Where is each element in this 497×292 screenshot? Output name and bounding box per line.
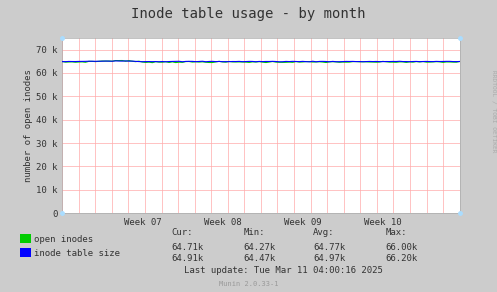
Text: 64.77k: 64.77k: [313, 243, 345, 252]
Text: Min:: Min:: [244, 228, 265, 237]
Text: Max:: Max:: [385, 228, 407, 237]
Text: 64.27k: 64.27k: [244, 243, 276, 252]
Text: 64.91k: 64.91k: [171, 254, 204, 263]
Text: Avg:: Avg:: [313, 228, 334, 237]
Text: Last update: Tue Mar 11 04:00:16 2025: Last update: Tue Mar 11 04:00:16 2025: [184, 266, 383, 275]
Y-axis label: number of open inodes: number of open inodes: [24, 69, 33, 182]
Text: 66.20k: 66.20k: [385, 254, 417, 263]
Text: Cur:: Cur:: [171, 228, 193, 237]
Text: 64.97k: 64.97k: [313, 254, 345, 263]
Text: RRDTOOL / TOBI OETIKER: RRDTOOL / TOBI OETIKER: [491, 70, 496, 152]
Text: inode table size: inode table size: [34, 249, 120, 258]
Text: open inodes: open inodes: [34, 235, 93, 244]
Text: 66.00k: 66.00k: [385, 243, 417, 252]
Text: 64.71k: 64.71k: [171, 243, 204, 252]
Text: Munin 2.0.33-1: Munin 2.0.33-1: [219, 281, 278, 287]
Text: Inode table usage - by month: Inode table usage - by month: [131, 7, 366, 21]
Text: 64.47k: 64.47k: [244, 254, 276, 263]
